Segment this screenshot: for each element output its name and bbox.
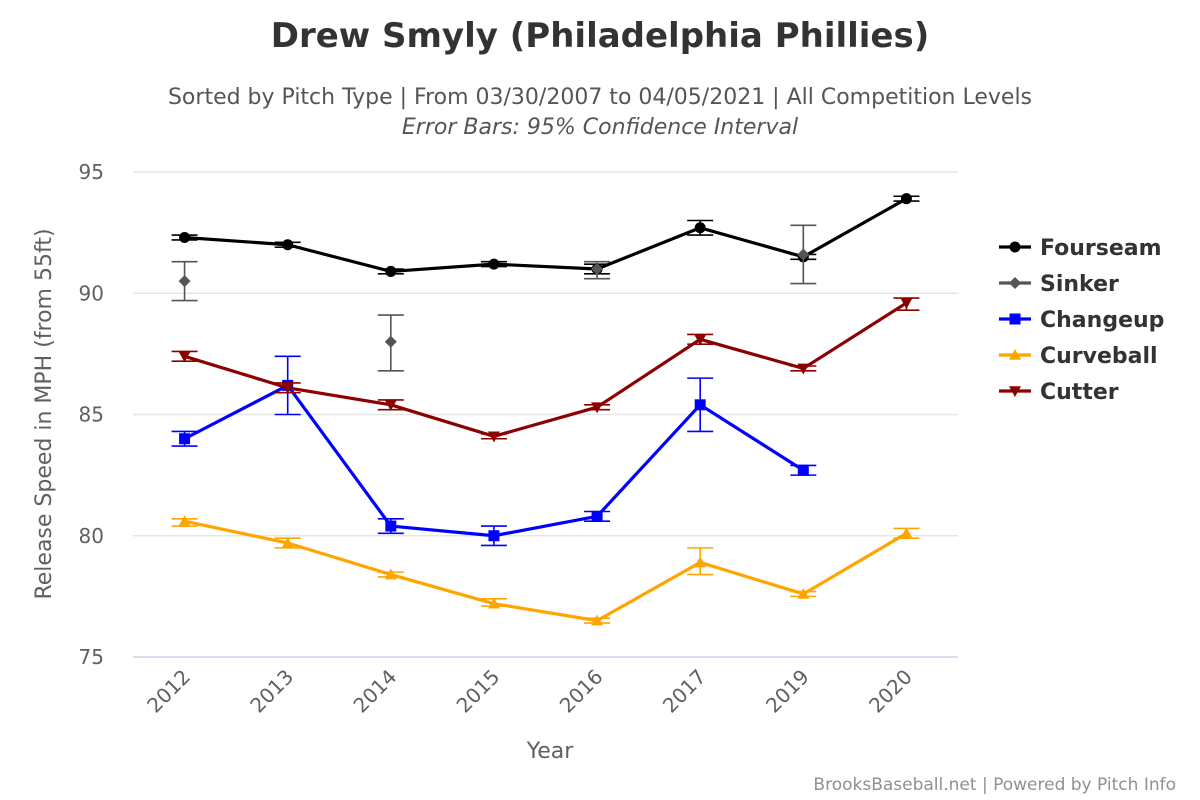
chart-error-bar-note: Error Bars: 95% Confidence Interval (402, 115, 798, 140)
legend: Fourseam Sinker Changeup Curveball Cutter (999, 236, 1164, 405)
series-layer (171, 193, 920, 626)
y-tick-label: 90 (79, 281, 104, 305)
x-tick-label: 2015 (452, 665, 505, 718)
data-point[interactable] (900, 527, 913, 539)
x-axis-ticks: 2012 2013 2014 2015 2016 2017 2019 2020 (142, 665, 917, 718)
legend-marker (1009, 241, 1021, 253)
legend-marker (1009, 349, 1021, 360)
data-point[interactable] (797, 248, 810, 261)
series-line-cutter (184, 301, 908, 438)
series-line-curveball (184, 519, 908, 623)
data-point[interactable] (385, 520, 397, 532)
data-point[interactable] (178, 275, 191, 288)
data-point[interactable] (178, 515, 191, 526)
legend-item-sinker[interactable]: Sinker (999, 272, 1119, 297)
series-fourseam (171, 193, 920, 277)
data-point[interactable] (488, 258, 500, 270)
data-point[interactable] (487, 431, 500, 443)
y-axis-title: Release Speed in MPH (from 55ft) (32, 228, 57, 599)
data-point[interactable] (591, 614, 604, 626)
data-point[interactable] (694, 334, 707, 346)
x-tick-label: 2012 (142, 665, 195, 718)
chart-title: Drew Smyly (Philadelphia Phillies) (271, 16, 930, 56)
legend-marker (1009, 386, 1021, 397)
chart-subtitle: Sorted by Pitch Type | From 03/30/2007 t… (168, 85, 1032, 110)
legend-marker (1009, 277, 1021, 289)
y-tick-label: 75 (79, 645, 104, 669)
data-point[interactable] (385, 265, 397, 277)
data-point[interactable] (384, 400, 397, 411)
legend-marker (1009, 313, 1021, 325)
data-point[interactable] (591, 263, 604, 275)
data-point[interactable] (900, 193, 912, 205)
series-cutter (171, 297, 920, 443)
series-line-changeup (183, 383, 805, 538)
data-point[interactable] (282, 239, 294, 251)
data-point[interactable] (384, 335, 397, 348)
data-point[interactable] (900, 298, 913, 309)
data-point[interactable] (179, 231, 191, 243)
y-tick-label: 80 (79, 524, 104, 548)
data-point[interactable] (797, 587, 810, 599)
credits[interactable]: BrooksBaseball.net | Powered by Pitch In… (813, 775, 1176, 795)
x-tick-label: 2020 (864, 665, 917, 718)
x-tick-label: 2017 (658, 665, 711, 718)
legend-label: Cutter (1040, 380, 1119, 405)
x-tick-label: 2013 (245, 665, 298, 718)
data-point[interactable] (488, 530, 500, 542)
series-sinker (171, 224, 817, 372)
legend-item-curveball[interactable]: Curveball (999, 344, 1158, 369)
legend-label: Curveball (1040, 344, 1158, 369)
legend-item-changeup[interactable]: Changeup (999, 308, 1164, 333)
data-point[interactable] (487, 597, 500, 609)
data-point[interactable] (591, 510, 603, 522)
y-tick-label: 95 (79, 160, 104, 184)
legend-label: Changeup (1040, 308, 1164, 333)
data-point[interactable] (694, 556, 707, 568)
data-point[interactable] (281, 537, 294, 548)
data-point[interactable] (694, 399, 706, 411)
legend-label: Sinker (1040, 272, 1119, 297)
legend-item-cutter[interactable]: Cutter (999, 380, 1119, 405)
y-tick-label: 85 (79, 403, 104, 427)
y-axis-ticks: 75 80 85 90 95 (79, 160, 104, 669)
legend-item-fourseam[interactable]: Fourseam (999, 236, 1162, 261)
x-tick-label: 2016 (555, 665, 608, 718)
data-point[interactable] (797, 464, 809, 476)
series-curveball (171, 515, 920, 626)
data-point[interactable] (178, 351, 191, 363)
x-axis-title: Year (526, 739, 575, 764)
data-point[interactable] (281, 383, 294, 394)
data-point[interactable] (797, 363, 810, 375)
data-point[interactable] (591, 402, 604, 414)
data-point[interactable] (179, 433, 191, 445)
x-tick-label: 2014 (348, 665, 401, 718)
series-line-fourseam (184, 197, 908, 274)
legend-label: Fourseam (1040, 236, 1162, 261)
data-point[interactable] (384, 568, 397, 580)
x-tick-label: 2019 (761, 665, 814, 718)
data-point[interactable] (694, 222, 706, 234)
grid (133, 171, 958, 658)
series-changeup (171, 355, 817, 547)
